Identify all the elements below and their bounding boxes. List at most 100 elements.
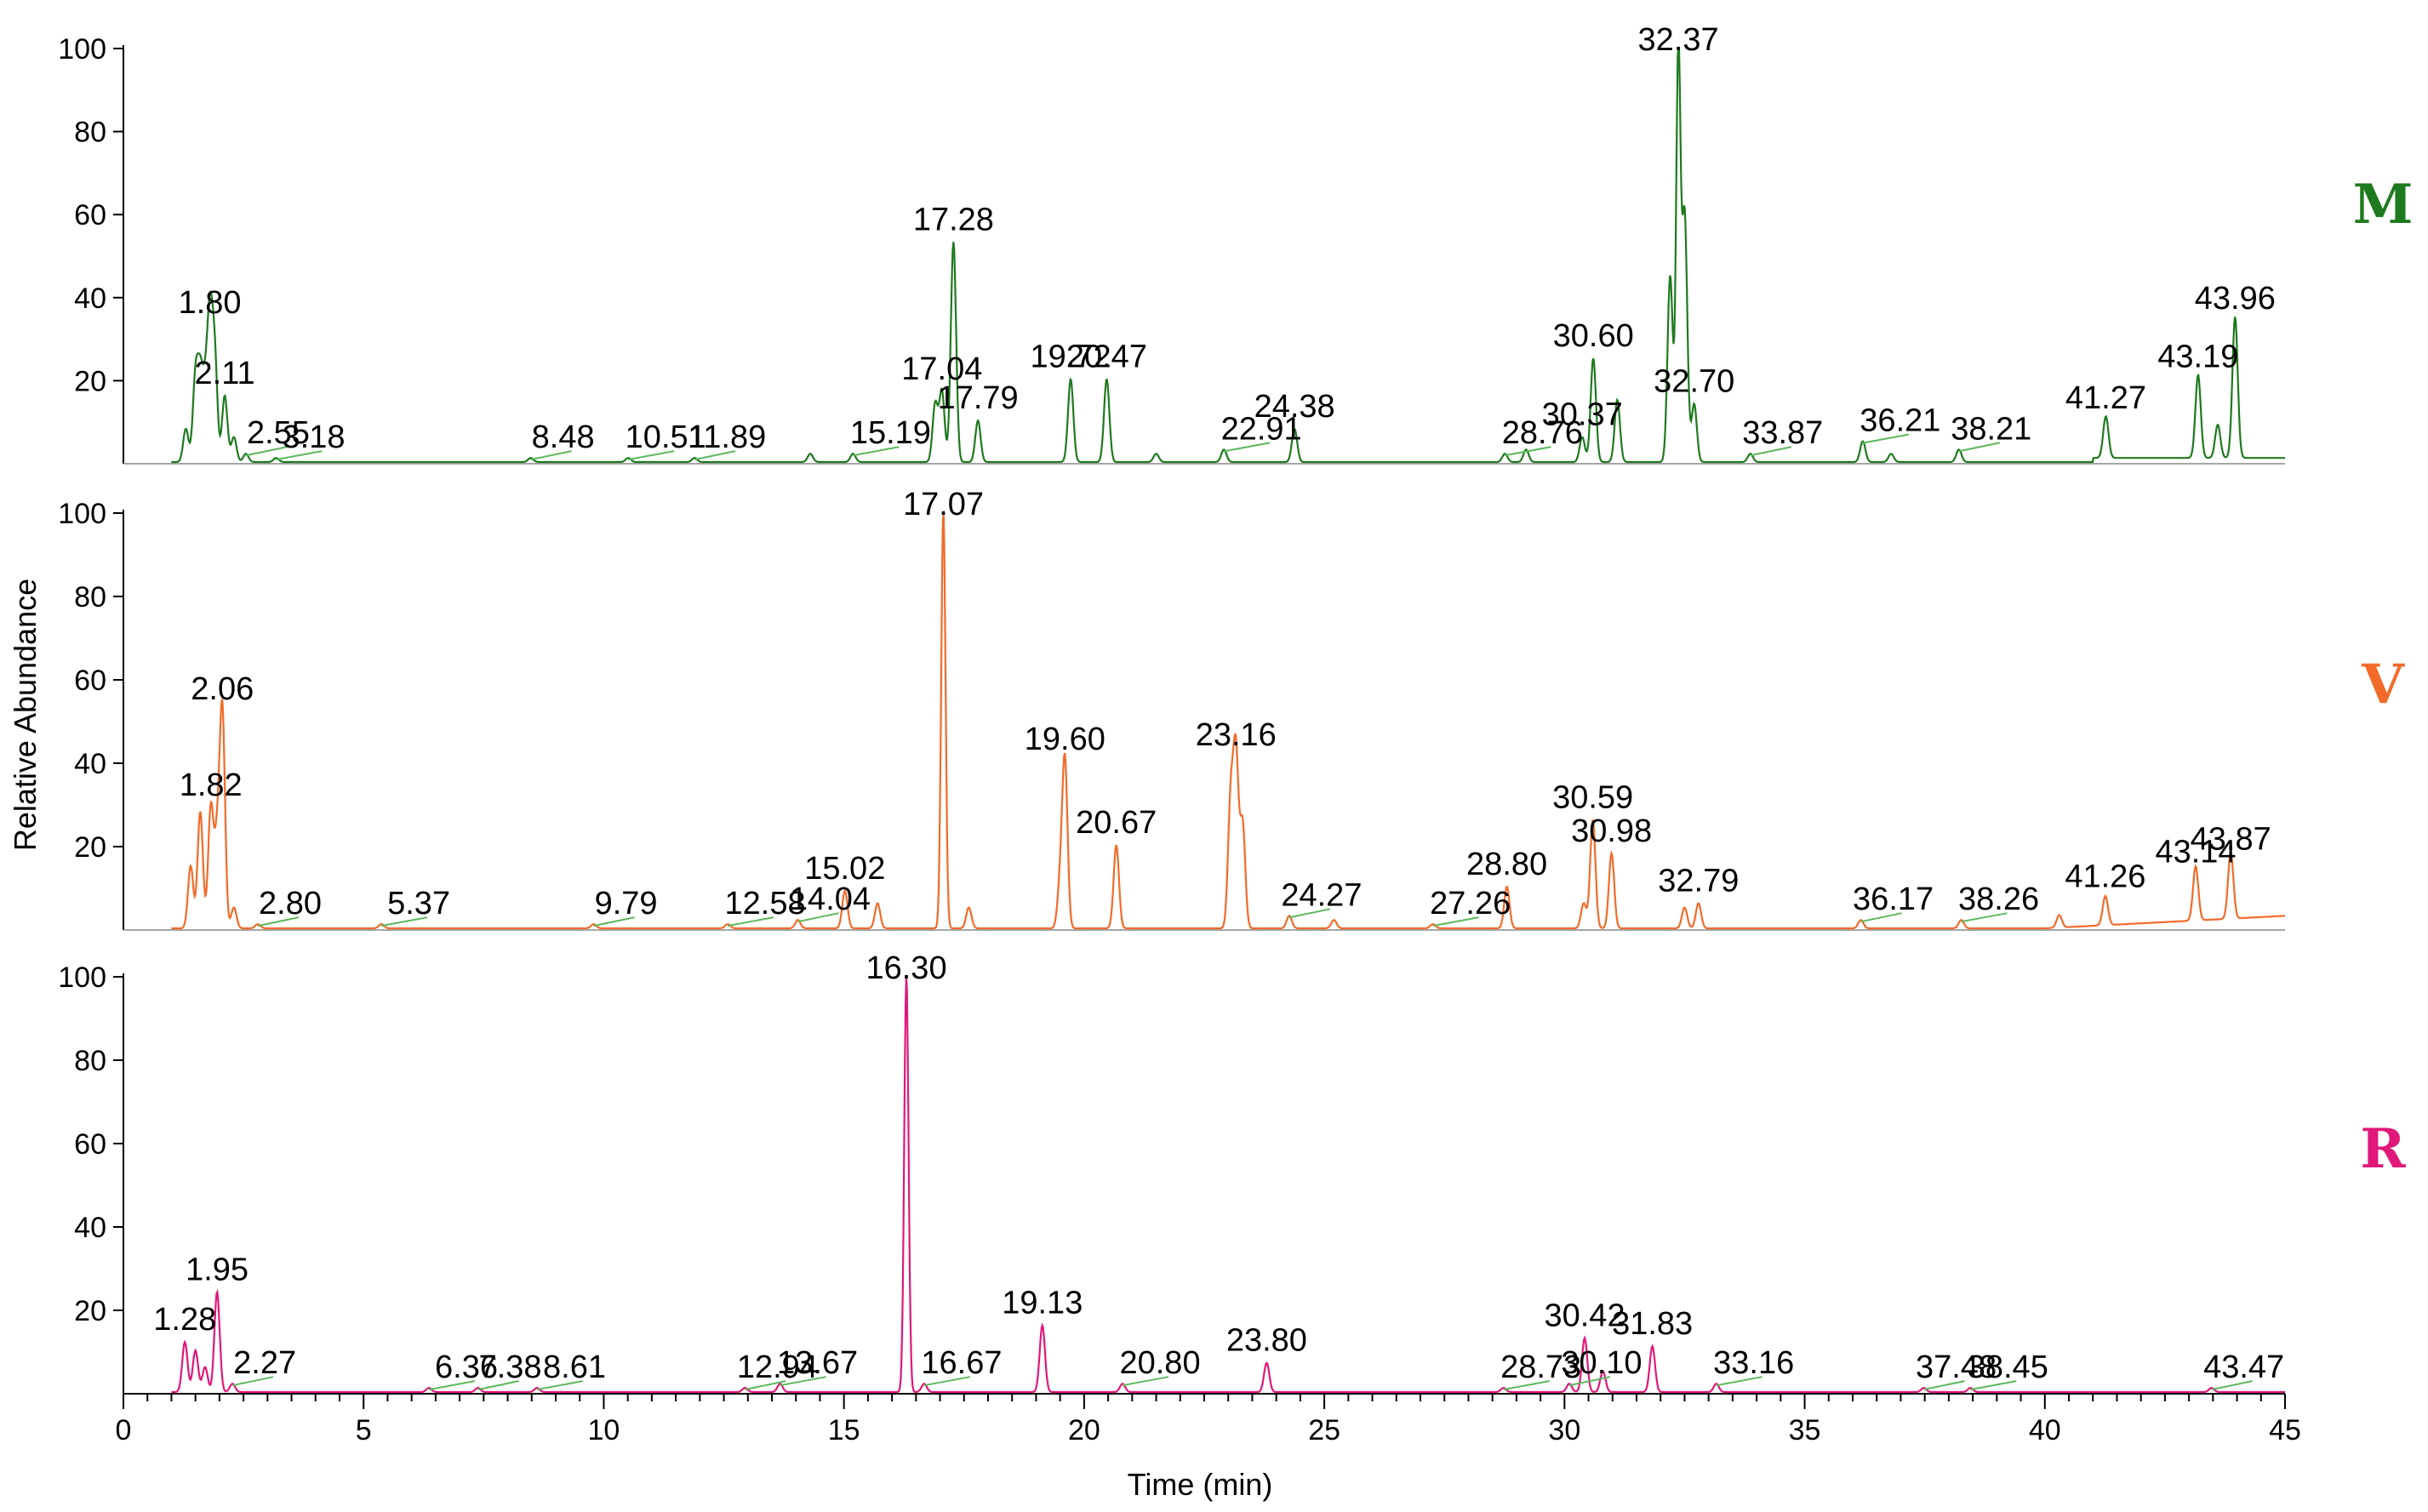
peak-label: 2.27	[233, 1345, 296, 1381]
peak-label: 30.98	[1571, 813, 1652, 849]
signal-trace-r	[171, 976, 2285, 1394]
peak-leader-line	[593, 916, 635, 927]
peak-label: 20.67	[1076, 805, 1157, 841]
peak-label: 24.27	[1281, 877, 1362, 913]
peak-leader-line	[628, 450, 675, 461]
peak-leader-line	[1860, 912, 1902, 923]
peak-label: 43.96	[2195, 281, 2276, 317]
y-tick-label: 60	[74, 665, 106, 697]
peak-label: 8.48	[532, 419, 595, 455]
x-tick-label: 25	[1308, 1414, 1340, 1446]
peak-label: 30.59	[1552, 780, 1633, 816]
peak-label: 30.60	[1553, 318, 1634, 354]
x-axis-title: Time (min)	[1128, 1467, 1273, 1502]
peak-leader-line	[694, 450, 736, 461]
peak-label: 23.16	[1196, 717, 1277, 753]
peak-label: 16.30	[866, 950, 946, 986]
x-tick-label: 10	[588, 1414, 620, 1446]
peak-label: 3.18	[283, 419, 346, 455]
peak-leader-line	[428, 1380, 476, 1391]
peak-label: 17.28	[913, 202, 994, 237]
peak-label: 43.19	[2157, 339, 2238, 374]
y-tick-label: 80	[74, 1045, 106, 1077]
peak-leader-line	[1716, 1376, 1762, 1387]
peak-leader-line	[1750, 446, 1791, 457]
peak-label: 38.21	[1951, 411, 2031, 447]
peak-label: 15.02	[804, 851, 885, 887]
peak-label: 41.27	[2065, 380, 2146, 416]
peak-label: 33.87	[1742, 415, 1823, 451]
peak-label: 12.58	[725, 886, 806, 921]
y-tick-label: 40	[74, 1212, 106, 1244]
peak-leader-line	[380, 916, 428, 927]
peak-leader-line	[1505, 446, 1551, 457]
panel-m: 20 40 60 80 100 1.80 2.11 2.553.18 8.48 10.5111.8…	[58, 22, 2414, 465]
peak-label: 38.45	[1968, 1349, 2048, 1385]
peak-label: 8.61	[543, 1349, 606, 1385]
y-axis-title: Relative Abundance	[8, 579, 43, 851]
y-tick-label: 100	[58, 498, 106, 530]
signal-trace-m	[171, 47, 2285, 464]
peak-leader-line	[923, 1376, 971, 1387]
peak-leader-line	[2211, 1380, 2253, 1391]
peak-leader-line	[1862, 433, 1910, 444]
peak-leader-line	[276, 450, 323, 461]
peak-label: 1.80	[179, 285, 242, 321]
peak-label: 38.26	[1958, 882, 2039, 917]
y-tick-label: 20	[74, 365, 106, 397]
peak-label: 2.55	[247, 415, 310, 451]
peak-label: 43.14	[2155, 834, 2236, 870]
y-tick-label: 80	[74, 581, 106, 613]
peak-label: 24.38	[1254, 389, 1335, 425]
peak-leader-line	[1432, 916, 1479, 927]
peak-label: 13.67	[777, 1345, 858, 1381]
peak-leader-line	[727, 916, 774, 927]
x-tick-label: 0	[116, 1414, 132, 1446]
peak-label: 6.36	[435, 1349, 498, 1385]
sample-letter-v: V	[2361, 653, 2405, 716]
x-tick-label: 5	[356, 1414, 372, 1446]
peak-label: 1.95	[186, 1252, 249, 1287]
peak-label: 1.82	[180, 767, 243, 803]
panel-r: 20 40 60 80 100 1.28 1.95 2.27 6.367.38 8.61 12.94…	[58, 950, 2406, 1395]
peak-label: 2.06	[191, 671, 254, 707]
peak-label: 17.79	[938, 380, 1019, 416]
peak-label: 37.48	[1916, 1349, 1997, 1385]
peak-leader-line	[1958, 442, 2000, 453]
peak-label: 30.37	[1542, 397, 1623, 433]
peak-label: 30.42	[1544, 1298, 1625, 1333]
peak-label: 19.72	[1031, 339, 1111, 374]
y-tick-label: 20	[74, 831, 106, 864]
peak-label: 32.79	[1658, 864, 1739, 899]
peak-label: 28.80	[1466, 847, 1547, 882]
peak-label: 22.91	[1221, 411, 1302, 447]
panel-v: 20 40 60 80 100 1.82 2.06 2.80 5.37 9.79 12.5814.0…	[58, 487, 2405, 931]
peak-label: 19.60	[1025, 722, 1105, 757]
x-tick-label: 15	[828, 1414, 860, 1446]
peak-label: 36.17	[1853, 882, 1934, 917]
peak-leader-line	[780, 1376, 826, 1387]
peak-label: 23.80	[1226, 1323, 1307, 1359]
peak-label: 41.26	[2065, 859, 2145, 895]
peak-label: 17.04	[901, 351, 982, 387]
peak-label: 28.76	[1502, 415, 1583, 451]
peak-leader-line	[245, 446, 288, 457]
peak-label: 2.11	[195, 356, 255, 391]
peak-label: 30.10	[1561, 1345, 1642, 1381]
x-tick-label: 35	[1789, 1414, 1821, 1446]
peak-leader-line	[530, 450, 572, 461]
signal-trace-v	[171, 513, 2286, 930]
x-tick-label: 40	[2029, 1414, 2061, 1446]
peak-leader-line	[1970, 1380, 2017, 1391]
peak-leader-line	[536, 1380, 584, 1391]
x-tick-label: 45	[2269, 1414, 2301, 1446]
sample-letter-m: M	[2353, 173, 2414, 237]
peak-leader-line	[477, 1380, 519, 1391]
peak-label: 43.87	[2191, 822, 2271, 858]
x-tick-label: 30	[1548, 1414, 1580, 1446]
peak-leader-line	[745, 1380, 786, 1391]
peak-leader-line	[1923, 1380, 1965, 1391]
peak-label: 7.38	[479, 1349, 542, 1385]
peak-leader-line	[257, 916, 300, 927]
